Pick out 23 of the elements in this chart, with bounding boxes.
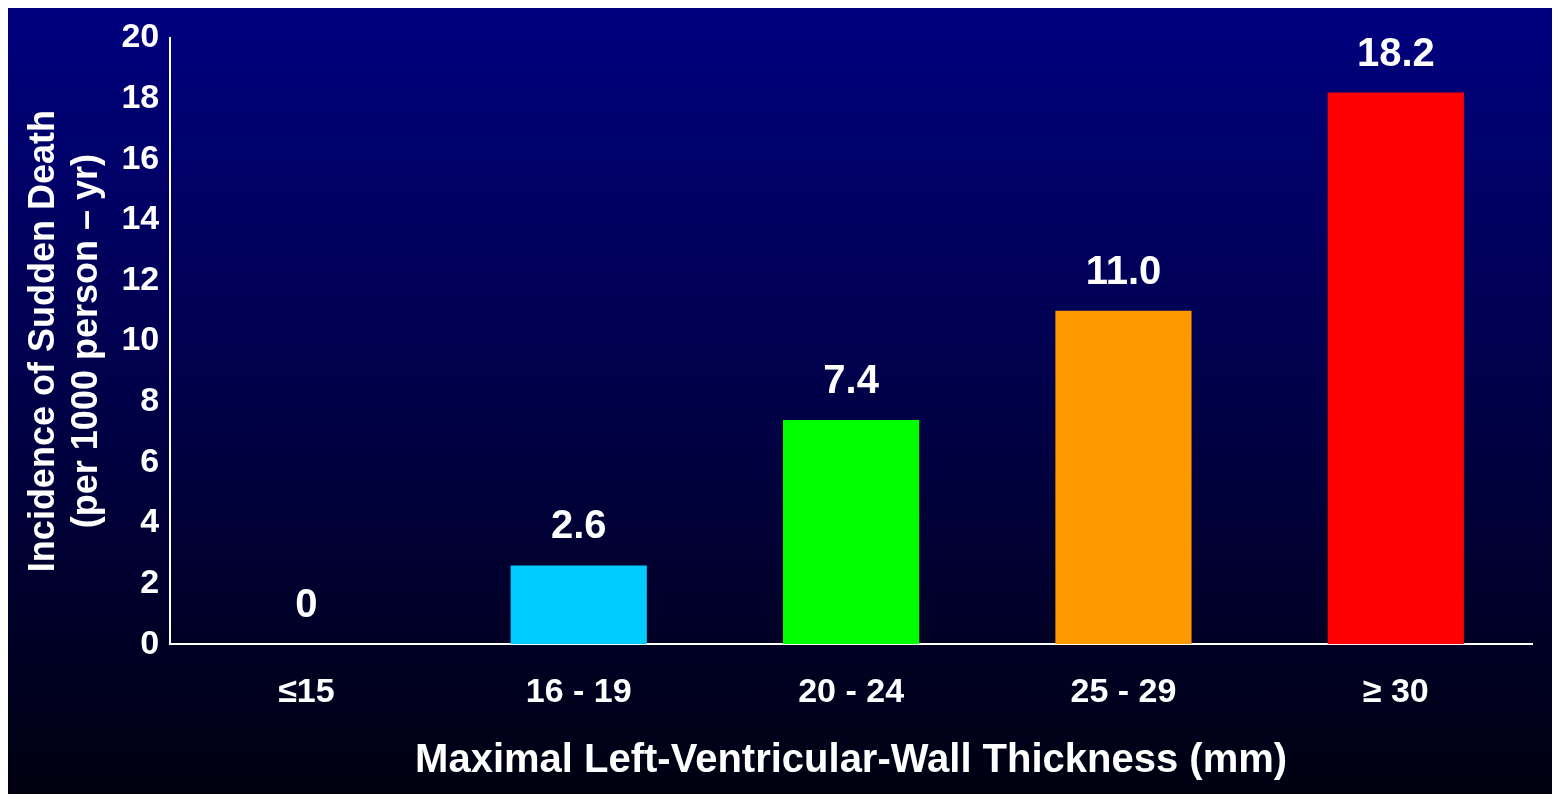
y-tick-label: 20 bbox=[121, 16, 160, 55]
x-axis-title: Maximal Left-Ventricular-Wall Thickness (mm) bbox=[415, 736, 1288, 781]
data-label: 2.6 bbox=[550, 502, 607, 547]
y-tick-label: 2 bbox=[140, 561, 160, 600]
y-tick-label: 14 bbox=[121, 198, 160, 237]
data-label: 11.0 bbox=[1085, 247, 1162, 292]
data-label: 7.4 bbox=[823, 356, 880, 401]
y-tick-label: 16 bbox=[121, 137, 160, 176]
x-tick-label: ≥ 30 bbox=[1362, 670, 1429, 709]
y-tick-label: 8 bbox=[140, 380, 160, 419]
y-tick-label: 12 bbox=[121, 258, 160, 297]
data-label: 0 bbox=[295, 581, 318, 626]
x-tick-label: ≤15 bbox=[278, 670, 335, 709]
y-tick-label: 10 bbox=[121, 319, 160, 358]
y-axis-title: Incidence of Sudden Death (per 1000 person – yr) bbox=[20, 110, 105, 573]
y-tick-label: 18 bbox=[121, 77, 160, 115]
y-tick-label: 0 bbox=[140, 622, 160, 661]
x-tick-label: 25 - 29 bbox=[1070, 670, 1177, 709]
y-tick-label: 4 bbox=[140, 501, 160, 540]
x-tick-label: 16 - 19 bbox=[525, 670, 632, 709]
x-tick-label: 20 - 24 bbox=[798, 670, 905, 709]
y-tick-label: 6 bbox=[140, 440, 160, 479]
data-label: 18.2 bbox=[1356, 29, 1435, 74]
